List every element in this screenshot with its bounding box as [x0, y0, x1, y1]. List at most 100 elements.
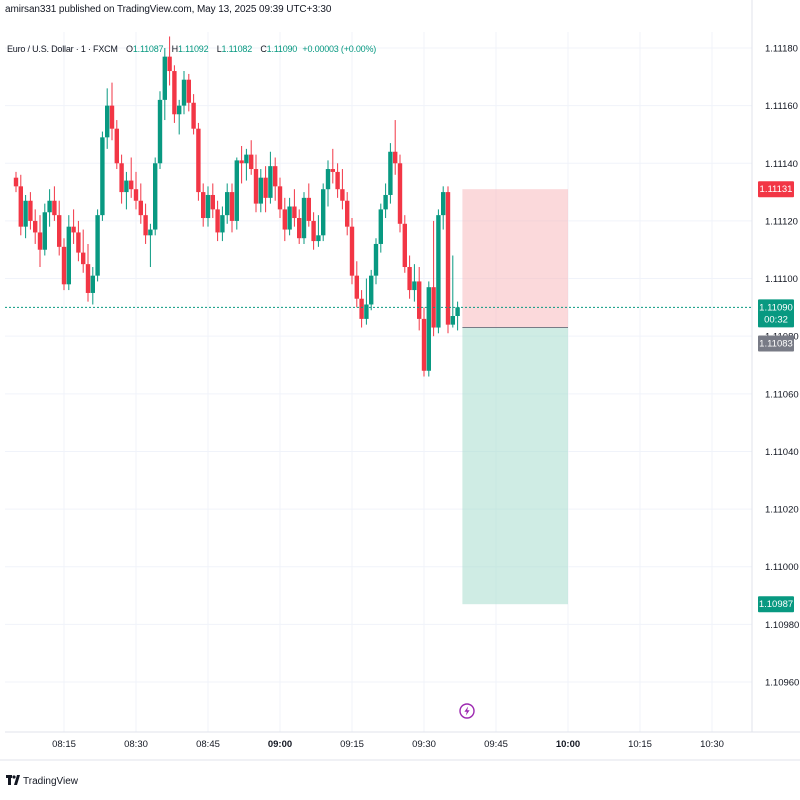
candle-body: [133, 189, 139, 201]
current-price-label-text: 00:32: [764, 314, 788, 325]
candle-body: [369, 275, 374, 305]
candle-body: [388, 151, 393, 195]
candle-body: [42, 212, 47, 250]
candle-body: [455, 307, 460, 317]
candle-body: [90, 275, 95, 293]
candle-body: [201, 192, 206, 219]
candle-body: [445, 192, 451, 325]
candle-body: [268, 166, 273, 198]
position-zones[interactable]: [462, 189, 568, 605]
x-tick-label: 09:45: [484, 739, 508, 750]
target-price-label-text: 1.10987: [759, 599, 793, 610]
price-axis[interactable]: 1.11180 1.11160 1.11140 1.11120 1.11100 1.110…: [765, 44, 799, 689]
candle-body: [311, 220, 316, 242]
y-tick-label: 1.11160: [765, 101, 798, 112]
open-value: 1.11087: [132, 44, 164, 54]
candle-body: [138, 200, 143, 216]
candle-body: [225, 192, 230, 216]
low-label: L: [216, 44, 222, 54]
candle-body: [306, 197, 311, 221]
candle-body: [81, 252, 86, 265]
candle-body: [253, 169, 259, 204]
candle-body: [186, 79, 191, 103]
candle-body: [13, 177, 19, 187]
candle-body: [244, 154, 249, 164]
candle-body: [109, 105, 115, 129]
candle-body: [321, 189, 326, 236]
candle-body: [397, 163, 403, 224]
candle-body: [215, 209, 220, 233]
candle-body: [66, 226, 71, 285]
x-tick-label: 09:30: [412, 739, 436, 750]
candle-body: [124, 180, 129, 193]
candle-body: [234, 160, 239, 221]
candle-body: [71, 226, 76, 233]
y-tick-label: 1.11000: [765, 562, 799, 573]
candle-body: [177, 105, 182, 115]
candle-body: [100, 137, 105, 216]
candle-body: [33, 220, 38, 233]
candle-body: [105, 105, 110, 138]
stop-price-label-text: 1.11131: [760, 184, 793, 195]
current-price-label-text: 1.11090: [759, 302, 793, 313]
entry-price-label-text: 1.11083: [759, 339, 793, 350]
y-tick-label: 1.11100: [765, 274, 798, 285]
candle-body: [210, 194, 215, 210]
x-tick-label: 09:00: [268, 739, 292, 750]
candle-body: [426, 287, 431, 371]
open-label: O: [126, 44, 133, 54]
time-axis[interactable]: 08:15 08:30 08:45 09:00 09:15 09:30 09:45 10:00…: [52, 739, 724, 750]
close-value: 1.11090: [266, 44, 298, 54]
candle-body: [23, 200, 28, 227]
candle-body: [229, 192, 235, 221]
candle-body: [378, 209, 383, 244]
take-profit-zone[interactable]: [462, 327, 568, 605]
candle-body: [316, 235, 321, 242]
candles: [13, 36, 460, 377]
stop-price-label-bg: [758, 181, 794, 198]
candle-body: [249, 154, 254, 170]
candle-body: [258, 177, 263, 204]
candle-body: [191, 102, 196, 129]
x-tick-label: 10:15: [628, 739, 652, 750]
candle-body: [52, 200, 57, 216]
x-tick-label: 10:00: [556, 739, 580, 750]
tradingview-logo-icon[interactable]: [6, 774, 20, 788]
candle-body: [273, 166, 278, 187]
candle-body: [47, 200, 52, 213]
stop-price-label: 1.11131: [758, 181, 794, 198]
candle-body: [345, 200, 350, 227]
x-tick-label: 08:15: [52, 739, 76, 750]
target-price-label-bg: [758, 596, 794, 613]
candle-body: [359, 298, 364, 319]
candle-body: [354, 275, 359, 299]
y-tick-label: 1.10980: [765, 620, 799, 631]
candle-body: [167, 56, 172, 72]
symbol-name[interactable]: Euro / U.S. Dollar · 1 · FXCM: [7, 44, 118, 54]
candle-body: [402, 223, 407, 268]
high-value: 1.11092: [177, 44, 209, 54]
candle-body: [349, 226, 355, 276]
high-label: H: [171, 44, 179, 54]
candle-body: [383, 194, 388, 210]
candle-body: [450, 316, 455, 325]
candle-body: [277, 186, 283, 210]
stop-loss-zone[interactable]: [462, 189, 568, 328]
candle-body: [37, 232, 43, 250]
candle-body: [129, 180, 134, 190]
candle-body: [373, 243, 379, 276]
candle-body: [441, 192, 446, 216]
candle-body: [287, 206, 292, 230]
entry-price-label-bg: [758, 335, 794, 352]
candle-body: [28, 200, 33, 221]
y-tick-label: 1.11060: [765, 389, 799, 400]
lightning-bolt-icon[interactable]: [459, 703, 475, 719]
candle-body: [325, 169, 331, 190]
candle-body: [153, 163, 158, 230]
candle-body: [162, 56, 167, 100]
grid-lines: [0, 0, 800, 761]
candle-body: [157, 99, 163, 164]
candle-body: [205, 194, 211, 219]
